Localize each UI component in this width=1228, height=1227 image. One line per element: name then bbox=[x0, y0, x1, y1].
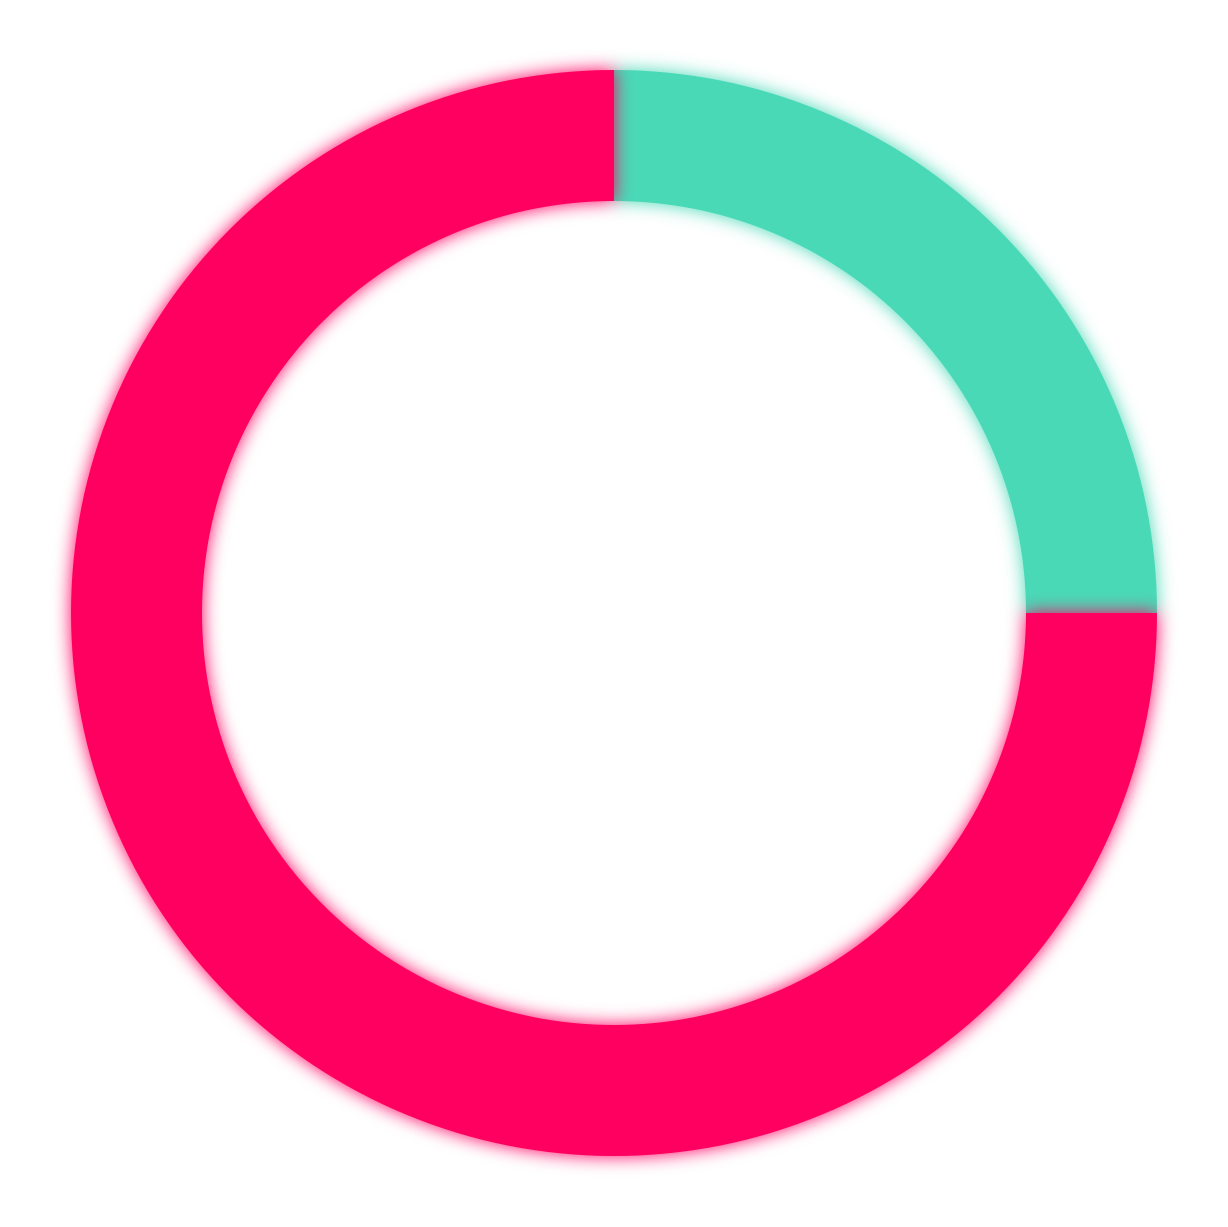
donut-slice-1 bbox=[614, 70, 1157, 613]
donut-slices bbox=[71, 70, 1157, 1156]
